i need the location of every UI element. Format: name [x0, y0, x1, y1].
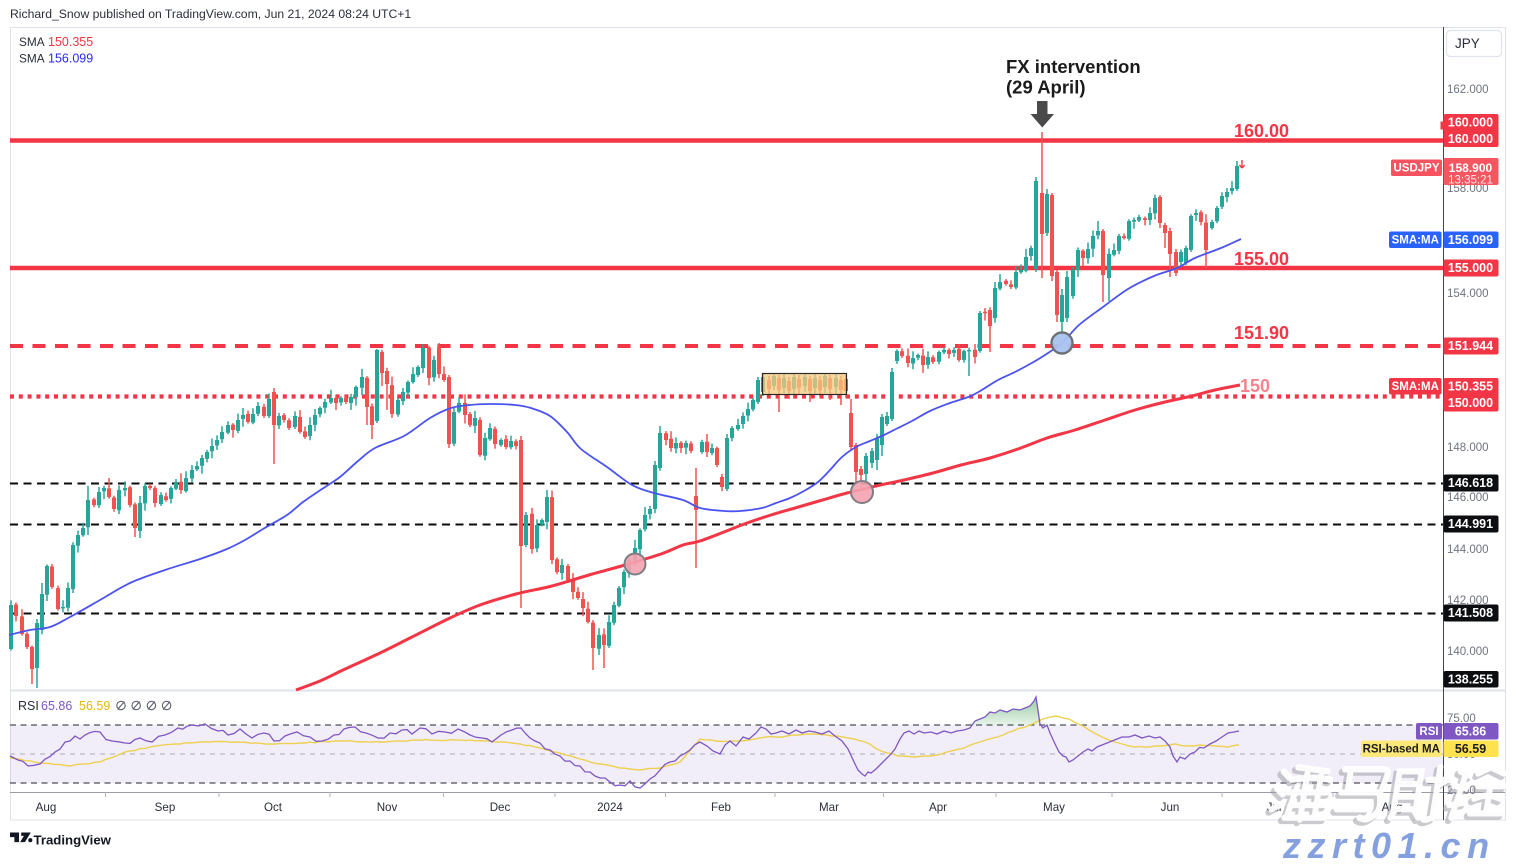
svg-text:FX intervention: FX intervention — [1006, 56, 1141, 77]
svg-text:140.000: 140.000 — [1447, 646, 1489, 658]
svg-text:160.00: 160.00 — [1234, 121, 1289, 141]
svg-text:SMA:MA: SMA:MA — [1392, 235, 1439, 247]
svg-text:150.355: 150.355 — [48, 35, 93, 49]
svg-text:(29 April): (29 April) — [1006, 77, 1086, 98]
svg-text:154.000: 154.000 — [1447, 288, 1489, 300]
svg-text:160.000: 160.000 — [1448, 115, 1493, 129]
svg-text:SMA:MA: SMA:MA — [1392, 381, 1439, 393]
svg-text:JPY: JPY — [1455, 36, 1480, 51]
svg-text:160.000: 160.000 — [1448, 132, 1493, 146]
svg-text:144.000: 144.000 — [1447, 544, 1489, 556]
svg-text:146.618: 146.618 — [1448, 476, 1493, 490]
svg-text:56.59: 56.59 — [79, 699, 110, 713]
svg-text:148.000: 148.000 — [1447, 442, 1489, 454]
svg-text:65.86: 65.86 — [1455, 724, 1486, 738]
svg-text:Sep: Sep — [155, 801, 176, 814]
svg-text:155.00: 155.00 — [1234, 249, 1289, 269]
svg-text:162.000: 162.000 — [1447, 84, 1489, 96]
svg-text:156.099: 156.099 — [1448, 233, 1493, 247]
svg-text:150.355: 150.355 — [1448, 379, 1493, 393]
svg-text:Dec: Dec — [490, 801, 511, 814]
svg-text:75.00: 75.00 — [1447, 713, 1476, 725]
svg-text:Aug: Aug — [36, 801, 57, 814]
svg-text:151.944: 151.944 — [1448, 339, 1493, 353]
svg-text:158.000: 158.000 — [1447, 183, 1489, 195]
svg-text:142.000: 142.000 — [1447, 595, 1489, 607]
svg-text:151.90: 151.90 — [1234, 323, 1289, 343]
svg-text:RSI: RSI — [1419, 726, 1438, 738]
svg-text:SMA: SMA — [19, 52, 45, 66]
svg-text:155.000: 155.000 — [1448, 261, 1493, 275]
svg-text:Oct: Oct — [264, 801, 283, 814]
svg-text:Jun: Jun — [1161, 801, 1180, 814]
svg-text:RSI-based MA: RSI-based MA — [1363, 744, 1440, 756]
svg-text:141.508: 141.508 — [1448, 606, 1493, 620]
svg-text:SMA: SMA — [19, 35, 45, 49]
svg-text:Apr: Apr — [929, 801, 947, 814]
svg-text:Nov: Nov — [377, 801, 398, 814]
svg-text:65.86: 65.86 — [41, 699, 72, 713]
svg-text:56.59: 56.59 — [1455, 742, 1486, 756]
svg-text:May: May — [1043, 801, 1065, 814]
svg-text:Mar: Mar — [819, 801, 839, 814]
svg-text:TradingView: TradingView — [34, 833, 112, 848]
svg-text:158.900: 158.900 — [1449, 161, 1493, 175]
svg-text:Feb: Feb — [711, 801, 731, 814]
svg-text:150.000: 150.000 — [1448, 396, 1493, 410]
svg-text:RSI: RSI — [18, 699, 39, 713]
svg-text:13:35:21: 13:35:21 — [1448, 175, 1493, 187]
svg-text:144.991: 144.991 — [1448, 517, 1493, 531]
svg-text:150: 150 — [1240, 376, 1270, 396]
svg-text:2024: 2024 — [597, 801, 623, 814]
svg-text:USDJPY: USDJPY — [1393, 163, 1439, 175]
svg-text:156.099: 156.099 — [48, 52, 93, 66]
svg-text:138.255: 138.255 — [1448, 672, 1493, 686]
svg-text:146.000: 146.000 — [1447, 492, 1489, 504]
